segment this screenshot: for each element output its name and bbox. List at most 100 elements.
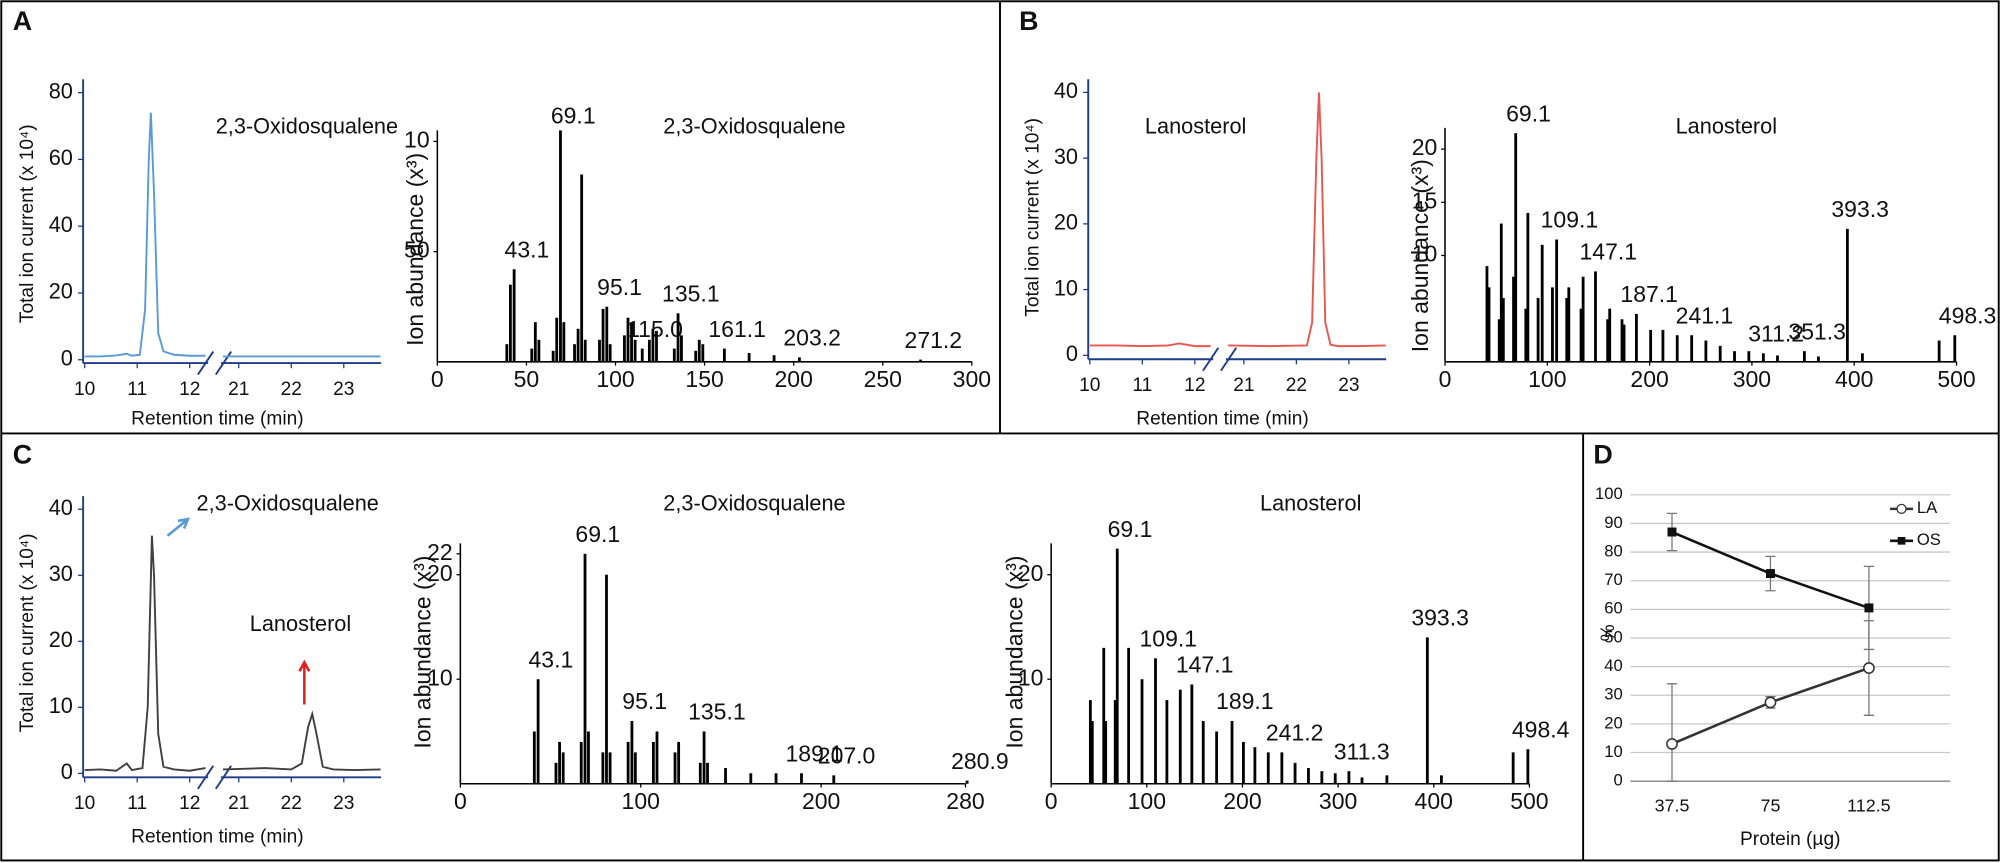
spectrum-peak: [1704, 340, 1708, 362]
spectrum-peak: [1622, 324, 1626, 362]
spectrum-peak: [580, 174, 584, 362]
spectrum-peak: [1215, 731, 1219, 784]
y-axis-label: %: [1598, 624, 1619, 641]
spectrum-peak: [1293, 762, 1297, 784]
x-tick-label: 100: [596, 366, 634, 392]
spectrum-peak: [1579, 308, 1583, 362]
spectrum-peak: [1487, 287, 1491, 362]
peak-label: 147.1: [1580, 239, 1638, 265]
spectrum-peak: [1440, 775, 1443, 784]
spectrum-peak: [1675, 335, 1679, 362]
x-tick-label: 100: [1528, 366, 1566, 392]
spectrum-peak: [633, 339, 637, 362]
y-tick-label: 20: [1018, 560, 1044, 586]
spectrum-peak: [772, 355, 776, 362]
legend-marker: [1897, 536, 1906, 545]
peak-label: 147.1: [1176, 652, 1234, 678]
peak-label: 498.3: [1939, 302, 1997, 328]
peak-label: 311.2: [1748, 320, 1804, 346]
x-tick-label: 23: [1338, 375, 1359, 396]
y-tick-label: 10: [49, 693, 73, 718]
y-tick-label: 10: [1054, 275, 1078, 300]
x-tick-label: 200: [775, 366, 813, 392]
axis-break: [214, 351, 232, 376]
y-tick-label: 70: [1604, 570, 1622, 589]
x-tick-label: 100: [622, 788, 660, 814]
y-tick-label: 10: [1604, 742, 1622, 761]
peak-label: 207.0: [818, 743, 876, 769]
spectrum-peak: [601, 308, 605, 362]
spectrum-peak: [530, 348, 534, 362]
spectrum-peak: [832, 775, 836, 784]
x-tick-label: 11: [1132, 375, 1152, 396]
legend-marker: [1896, 503, 1907, 514]
spectrum-peak: [1581, 276, 1585, 362]
y-tick-label: 20: [1054, 210, 1078, 235]
y-tick-label: 10: [427, 664, 453, 690]
x-tick-label: 0: [1045, 788, 1058, 814]
y-tick-label: 40: [1054, 78, 1078, 103]
annotation: 2,3-Oxidosqualene: [197, 491, 379, 516]
legend-label: LA: [1917, 498, 1938, 517]
spectrum-peak: [551, 350, 555, 362]
spectrum-peak: [1253, 747, 1257, 784]
annotation: Lanosterol: [1260, 491, 1361, 516]
spectrum-peak: [1230, 721, 1234, 784]
spectrum-peak: [1606, 319, 1610, 362]
spectrum-peak: [1690, 335, 1694, 362]
x-tick-label: 12: [179, 379, 200, 400]
spectrum-peak: [965, 780, 969, 784]
spectrum-peak: [1497, 319, 1501, 362]
spectrum-peak: [1635, 313, 1638, 362]
spectrum-peak: [508, 284, 512, 362]
y-axis-label: Ion abundance (x³): [410, 556, 436, 749]
spectrum-peak: [651, 741, 655, 784]
chromatogram-trace: [84, 535, 381, 772]
spectrum-peak: [623, 335, 626, 362]
spectrum-peak: [1718, 345, 1722, 362]
spectrum-peak: [1953, 335, 1957, 362]
panel-letter: B: [1019, 6, 1038, 36]
spectrum-peak: [633, 752, 637, 784]
spectrum-peak: [1088, 700, 1092, 784]
error-bar: [1666, 683, 1678, 782]
peak-label: 69.1: [575, 521, 620, 547]
spectrum-peak: [1733, 351, 1736, 362]
spectrum-peak: [676, 313, 680, 362]
spectrum-peak: [1178, 689, 1182, 784]
peak-label: 311.3: [1334, 738, 1390, 764]
spectrum-peak: [919, 359, 922, 362]
peak-label: 109.1: [1140, 626, 1198, 652]
x-tick-label: 21: [228, 793, 249, 814]
y-axis-label: Ion abundance (x³): [1407, 159, 1433, 352]
spectrum-peak: [647, 339, 651, 362]
spectrum-peak: [706, 762, 709, 784]
peak-label: 241.1: [1676, 302, 1734, 328]
y-axis-label: Total ion current (x 10⁴): [17, 533, 38, 732]
x-tick-label: 250: [864, 366, 902, 392]
marker: [1864, 603, 1874, 613]
y-tick-label: 0: [61, 759, 73, 784]
y-tick-label: 40: [49, 212, 73, 237]
spectrum-peak: [626, 741, 630, 784]
spectrum-peak: [605, 574, 608, 784]
y-tick-label: 60: [1604, 599, 1622, 618]
x-tick-label: 150: [685, 366, 723, 392]
panel-letter: D: [1593, 440, 1612, 470]
x-tick-label: 400: [1835, 366, 1873, 392]
x-tick-label: 22: [1286, 375, 1307, 396]
spectrum-peak: [1485, 266, 1489, 362]
marker: [1666, 738, 1678, 750]
y-tick-label: 0: [61, 345, 73, 370]
spectrum-peak: [694, 350, 698, 362]
x-tick-label: 11: [127, 793, 147, 814]
spectrum-peak: [747, 353, 751, 362]
spectrum-peak: [555, 317, 559, 362]
spectrum-peak: [630, 721, 634, 784]
y-axis-label: Total ion current (x 10⁴): [1022, 118, 1043, 317]
y-tick-label: 20: [427, 560, 453, 586]
spectrum-peak: [1620, 319, 1624, 362]
peak-label: 393.3: [1831, 196, 1889, 222]
panel-letter: C: [13, 440, 32, 470]
spectrum-peak: [573, 344, 576, 362]
